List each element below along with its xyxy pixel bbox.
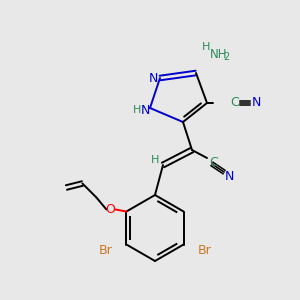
Text: NH: NH: [210, 49, 227, 62]
Text: 2: 2: [223, 52, 229, 62]
Text: C: C: [210, 155, 218, 169]
Text: Br: Br: [99, 244, 112, 257]
Text: H: H: [151, 155, 159, 165]
Text: N: N: [224, 170, 234, 184]
Text: Br: Br: [198, 244, 211, 257]
Text: H: H: [202, 42, 210, 52]
Text: N: N: [148, 71, 158, 85]
Text: O: O: [106, 203, 116, 216]
Text: H: H: [133, 105, 141, 115]
Text: N: N: [251, 97, 261, 110]
Text: N: N: [140, 103, 150, 116]
Text: C: C: [231, 97, 239, 110]
